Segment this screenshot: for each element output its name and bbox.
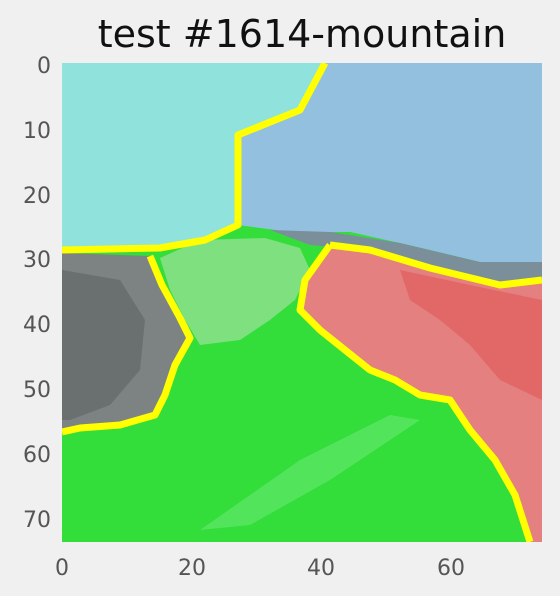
x-tick-label: 20 [178,556,206,581]
y-tick-label: 30 [23,248,51,273]
segmentation-image [62,63,542,542]
boundary-red [296,242,534,542]
y-tick-label: 40 [23,313,51,338]
segment-sky-left [62,63,325,250]
segment-rock-shade [62,270,145,420]
y-tick-label: 60 [23,443,51,468]
boundary-red-top [329,241,542,289]
y-tick-label: 10 [23,119,51,144]
segment-red-dark [400,270,542,400]
y-tick-label: 0 [37,54,51,79]
boundary-rock [62,254,194,436]
y-tick-label: 70 [23,508,51,533]
segment-boundaries [62,63,542,542]
y-tick-label: 50 [23,378,51,403]
segment-light-green [160,238,310,345]
x-tick-label: 40 [307,556,335,581]
y-tick-label: 20 [23,184,51,209]
segment-sky-right [238,63,542,268]
y-axis: 0 10 20 30 40 50 60 70 [23,54,51,533]
x-tick-label: 60 [437,556,465,581]
x-axis: 0 20 40 60 [55,556,465,581]
chart-title: test #1614-mountain [98,12,507,56]
x-tick-label: 0 [55,556,69,581]
segment-green-streak [200,415,420,530]
boundary-sky [62,63,329,254]
